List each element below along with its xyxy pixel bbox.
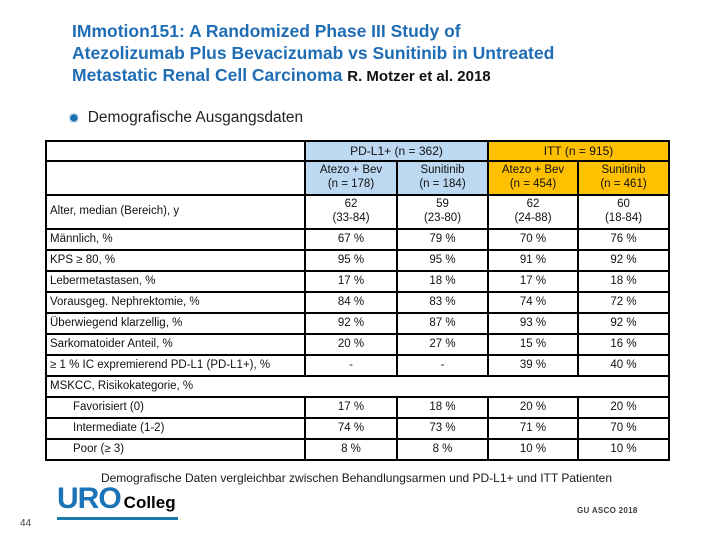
value-cell: 74 %: [304, 417, 398, 440]
uro-college-logo: URO Colleg: [57, 484, 178, 520]
group-header-row: PD-L1+ (n = 362) ITT (n = 915): [45, 140, 671, 162]
value-cell: 39 %: [487, 354, 579, 377]
title-line-2: Atezolizumab Plus Bevacizumab vs Sunitin…: [72, 43, 555, 63]
column-header-sunitinib-itt: Sunitinib (n = 461): [576, 160, 671, 196]
value-cell: 62 (24-88): [487, 194, 579, 230]
value-cell: -: [396, 354, 489, 377]
value-cell: 74 %: [487, 291, 579, 314]
table-row: Vorausgeg. Nephrektomie, % 84 % 83 % 74 % 72…: [45, 291, 671, 314]
value-cell: 17 %: [304, 270, 398, 293]
value-cell: 92 %: [304, 312, 398, 335]
value-cell: 70 %: [576, 417, 671, 440]
column-header-atezo-bev-pdl1: Atezo + Bev (n = 178): [304, 160, 398, 196]
value-cell: 10 %: [576, 438, 671, 461]
value-cell: 92 %: [576, 249, 671, 272]
column-header-row: Atezo + Bev (n = 178) Sunitinib (n = 184…: [45, 160, 671, 196]
value-cell: 71 %: [487, 417, 579, 440]
slide-title: IMmotion151: A Randomized Phase III Stud…: [72, 20, 702, 88]
row-label: Sarkomatoider Anteil, %: [45, 333, 306, 356]
star-bullet-icon: ✹: [68, 110, 80, 126]
demographics-table: PD-L1+ (n = 362) ITT (n = 915) Atezo + B…: [44, 140, 671, 461]
row-label: Intermediate (1-2): [45, 417, 306, 440]
value-cell: 20 %: [304, 333, 398, 356]
table-row: Alter, median (Bereich), y 62 (33-84) 59 (…: [45, 194, 671, 230]
row-label: Alter, median (Bereich), y: [45, 194, 306, 230]
value-cell: 95 %: [304, 249, 398, 272]
table-row: Poor (≥ 3) 8 % 8 % 10 % 10 %: [45, 438, 671, 461]
value-cell: 17 %: [304, 396, 398, 419]
title-citation: R. Motzer et al. 2018: [347, 68, 491, 85]
row-label: Poor (≥ 3): [45, 438, 306, 461]
logo-college-text: Colleg: [123, 493, 176, 512]
column-header-atezo-bev-itt: Atezo + Bev (n = 454): [487, 160, 579, 196]
bullet-item: ✹ Demografische Ausgangsdaten: [68, 109, 303, 127]
value-cell: 16 %: [576, 333, 671, 356]
table-row: KPS ≥ 80, % 95 % 95 % 91 % 92 %: [45, 249, 671, 272]
section-label: MSKCC, Risikokategorie, %: [44, 375, 671, 398]
column-header-sunitinib-pdl1: Sunitinib (n = 184): [396, 160, 489, 196]
row-label: Überwiegend klarzellig, %: [45, 312, 306, 335]
table-row: ≥ 1 % IC expremierend PD-L1 (PD-L1+), % -…: [45, 354, 671, 377]
group-header-itt: ITT (n = 915): [486, 140, 671, 162]
row-label: Vorausgeg. Nephrektomie, %: [45, 291, 306, 314]
section-row: MSKCC, Risikokategorie, %: [44, 375, 671, 398]
value-cell: 83 %: [396, 291, 489, 314]
page-number: 44: [20, 518, 32, 529]
row-label: ≥ 1 % IC expremierend PD-L1 (PD-L1+), %: [45, 354, 306, 377]
value-cell: 70 %: [487, 228, 579, 251]
value-cell: 67 %: [304, 228, 398, 251]
title-line-3-text: Metastatic Renal Cell Carcinoma: [72, 65, 343, 85]
row-label: KPS ≥ 80, %: [45, 249, 306, 272]
conference-credit: GU ASCO 2018: [577, 506, 638, 515]
table-body: Alter, median (Bereich), y 62 (33-84) 59 (…: [44, 194, 671, 461]
footer-note: Demografische Daten vergleichbar zwische…: [100, 471, 613, 485]
value-cell: 8 %: [304, 438, 398, 461]
value-cell: 92 %: [576, 312, 671, 335]
logo-underline: [57, 517, 178, 520]
table-row: Männlich, % 67 % 79 % 70 % 76 %: [45, 228, 671, 251]
value-cell: 20 %: [487, 396, 579, 419]
value-cell: 73 %: [396, 417, 489, 440]
value-cell: 18 %: [396, 270, 489, 293]
value-cell: 95 %: [396, 249, 489, 272]
value-cell: 17 %: [487, 270, 579, 293]
value-cell: 91 %: [487, 249, 579, 272]
value-cell: 10 %: [487, 438, 579, 461]
value-cell: 60 (18-84): [576, 194, 671, 230]
logo-uro-text: URO: [57, 482, 122, 515]
value-cell: 18 %: [396, 396, 489, 419]
value-cell: 59 (23-80): [396, 194, 489, 230]
value-cell: 93 %: [487, 312, 579, 335]
value-cell: 84 %: [304, 291, 398, 314]
value-cell: 72 %: [576, 291, 671, 314]
corner-cell: [45, 140, 306, 162]
value-cell: 62 (33-84): [304, 194, 398, 230]
row-label: Männlich, %: [45, 228, 306, 251]
value-cell: 18 %: [576, 270, 671, 293]
row-label: Lebermetastasen, %: [45, 270, 306, 293]
corner-cell: [45, 160, 306, 196]
bullet-label: Demografische Ausgangsdaten: [87, 109, 304, 126]
value-cell: 20 %: [576, 396, 671, 419]
value-cell: 15 %: [487, 333, 579, 356]
table-row: Überwiegend klarzellig, % 92 % 87 % 93 % 92 …: [45, 312, 671, 335]
value-cell: 87 %: [396, 312, 489, 335]
group-header-pdl1: PD-L1+ (n = 362): [304, 140, 489, 162]
table-row: Favorisiert (0) 17 % 18 % 20 % 20 %: [45, 396, 671, 419]
value-cell: 40 %: [576, 354, 671, 377]
title-line-1: IMmotion151: A Randomized Phase III Stud…: [72, 21, 461, 41]
value-cell: 27 %: [396, 333, 489, 356]
value-cell: 76 %: [576, 228, 671, 251]
row-label: Favorisiert (0): [45, 396, 306, 419]
table-row: Intermediate (1-2) 74 % 73 % 71 % 70 %: [45, 417, 671, 440]
value-cell: 8 %: [396, 438, 489, 461]
value-cell: -: [304, 354, 398, 377]
table-row: Sarkomatoider Anteil, % 20 % 27 % 15 % 16 %: [45, 333, 671, 356]
value-cell: 79 %: [396, 228, 489, 251]
title-line-3: Metastatic Renal Cell Carcinoma R. Motze…: [72, 64, 702, 88]
table-row: Lebermetastasen, % 17 % 18 % 17 % 18 %: [45, 270, 671, 293]
logo-text: URO Colleg: [57, 484, 178, 514]
